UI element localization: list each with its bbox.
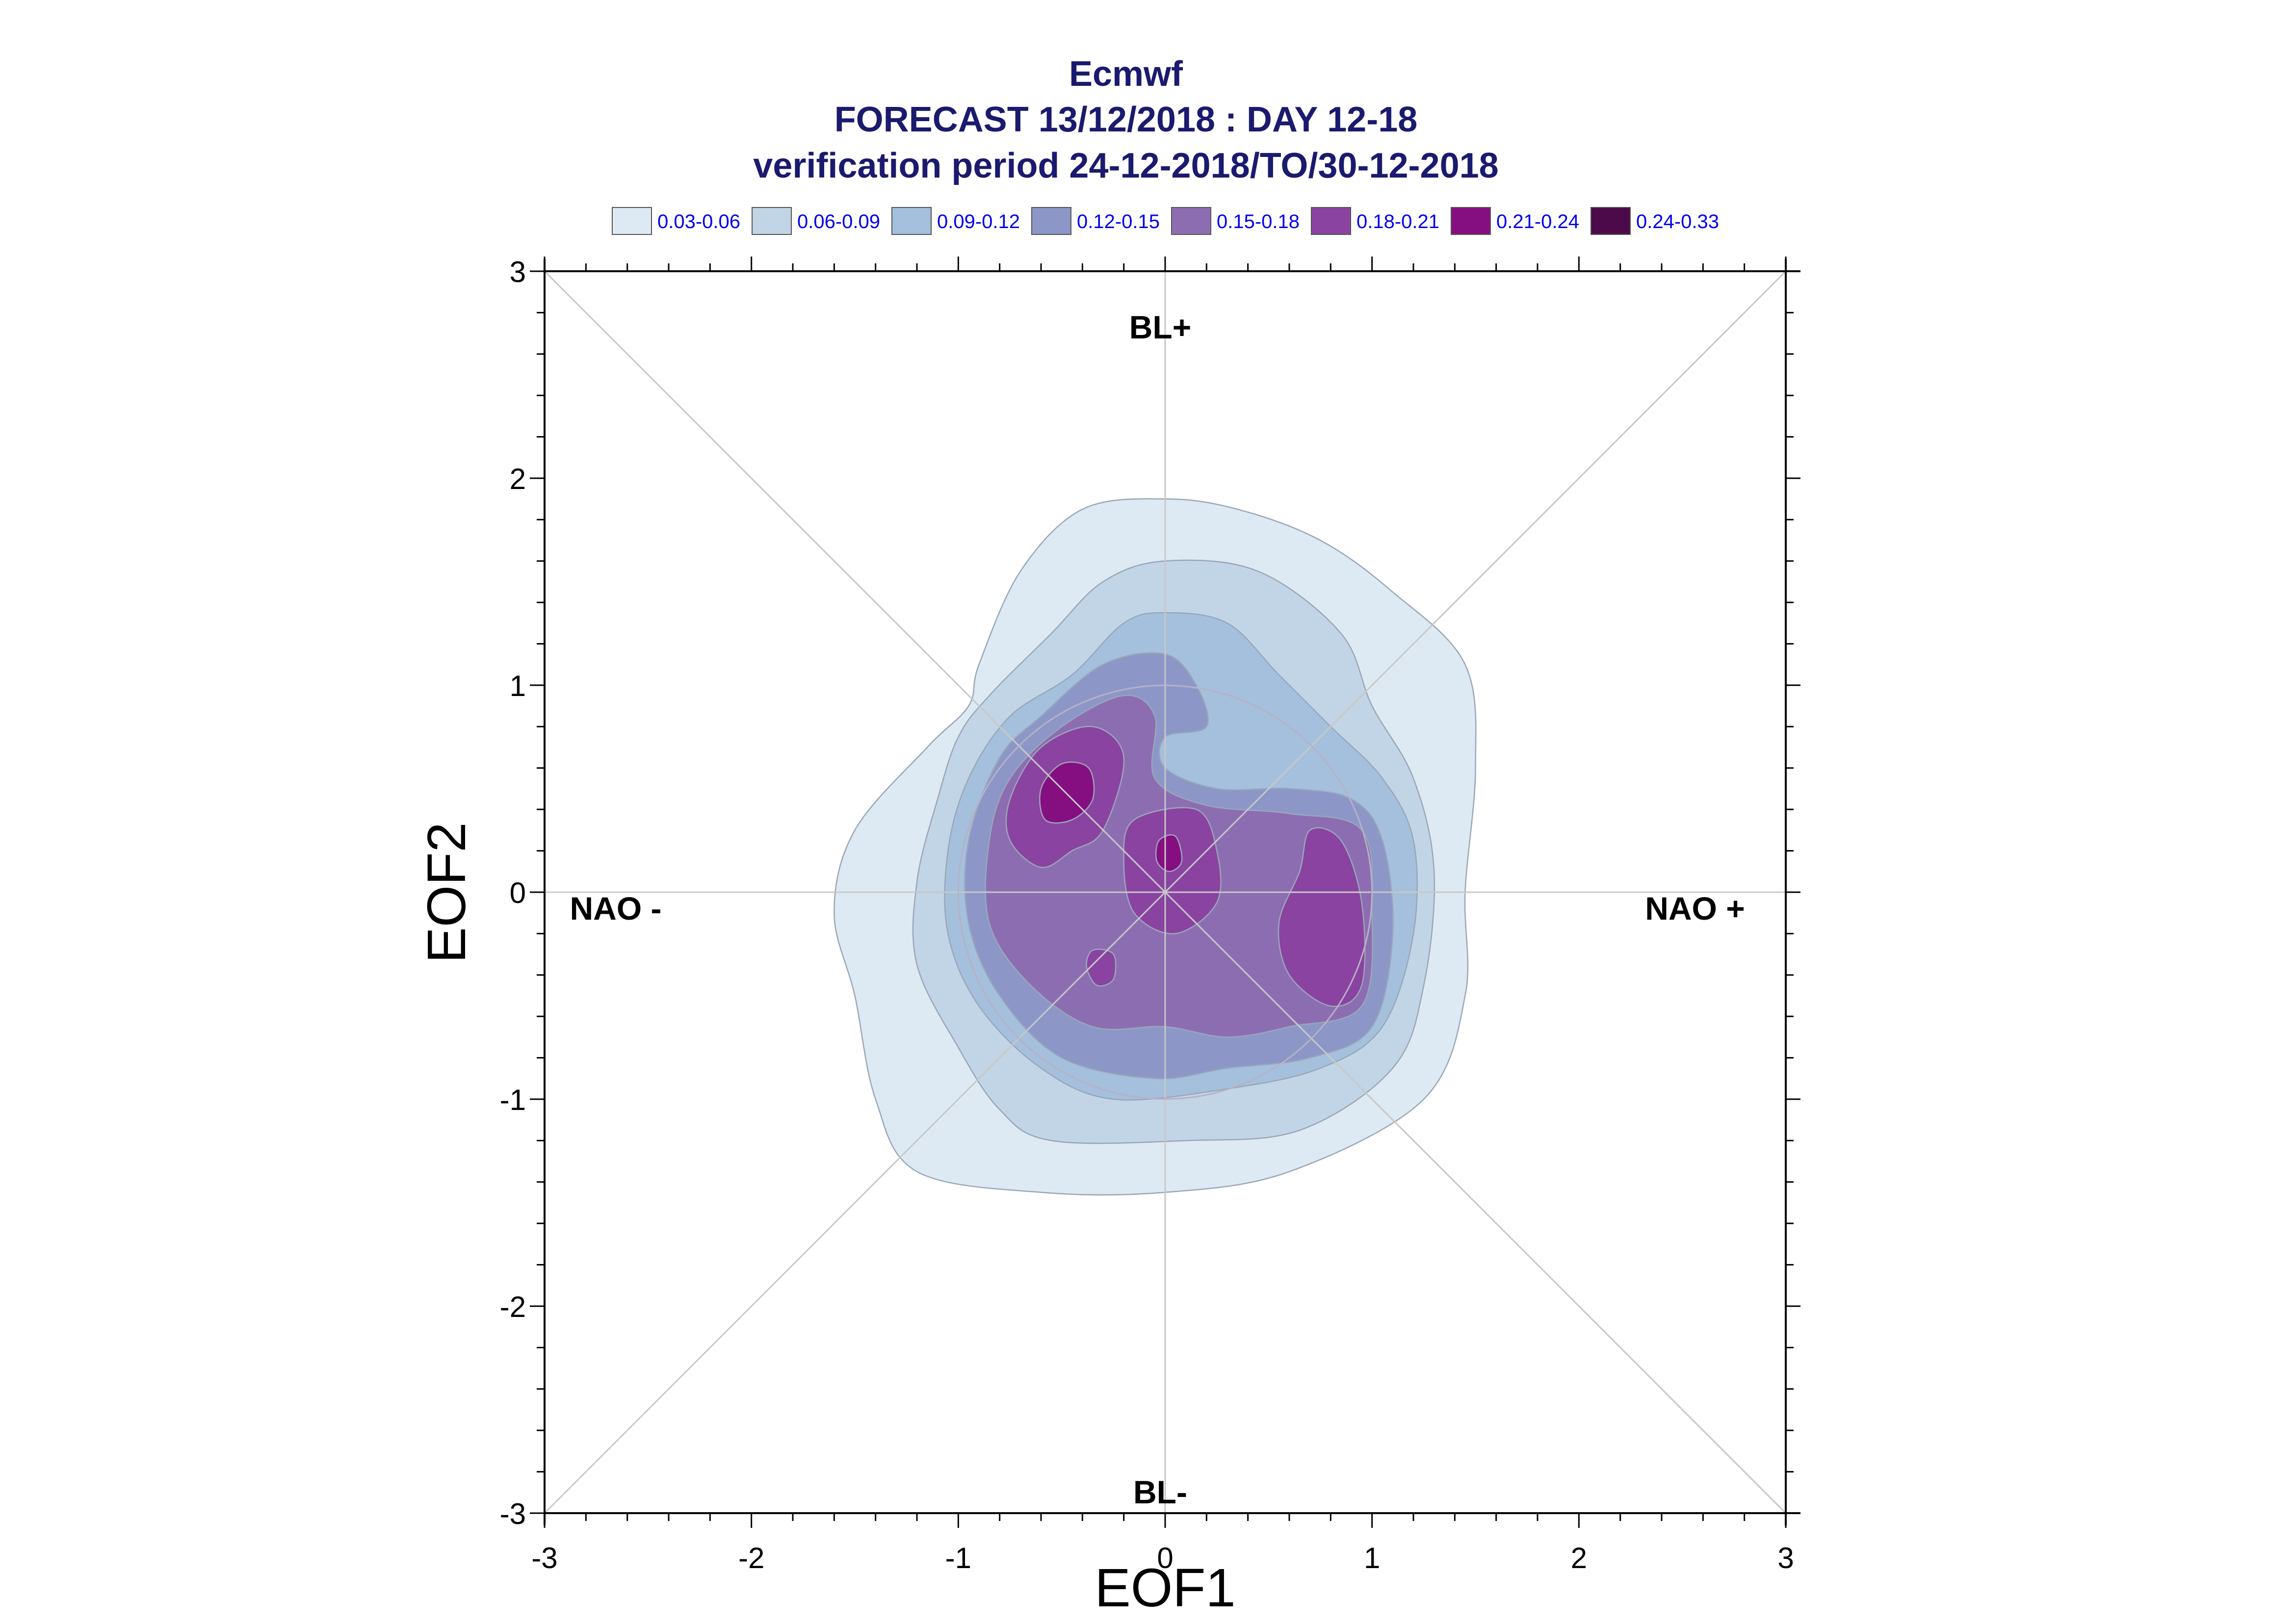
y-axis-title: EOF2 bbox=[417, 822, 477, 963]
x-tick-label: -2 bbox=[738, 1542, 764, 1574]
y-tick-label: -3 bbox=[500, 1497, 526, 1530]
x-tick-label: -3 bbox=[531, 1542, 557, 1574]
x-tick-label: -1 bbox=[945, 1542, 971, 1574]
legend-label: 0.03-0.06 bbox=[657, 211, 740, 232]
legend: 0.03-0.06 0.06-0.09 0.09-0.12 0.12-0.15 0.15… bbox=[612, 207, 1719, 235]
unit-circle bbox=[957, 684, 1373, 1100]
regime-label-bl-minus: BL- bbox=[1133, 1474, 1187, 1510]
legend-swatch bbox=[612, 207, 652, 235]
legend-swatch bbox=[752, 207, 792, 235]
legend-swatch bbox=[1591, 207, 1631, 235]
contour-6-1 bbox=[1155, 834, 1183, 873]
y-tick-label: 3 bbox=[510, 256, 526, 288]
regime-label-bl-plus: BL+ bbox=[1129, 309, 1192, 345]
legend-swatch bbox=[1171, 207, 1211, 235]
legend-label: 0.18-0.21 bbox=[1356, 211, 1439, 232]
x-tick-label: 0 bbox=[1157, 1542, 1173, 1574]
legend-swatch bbox=[1311, 207, 1351, 235]
x-tick-label: 2 bbox=[1571, 1542, 1587, 1574]
y-tick-label: -2 bbox=[500, 1290, 526, 1323]
title-line-1: Ecmwf bbox=[1069, 54, 1183, 94]
legend-swatch bbox=[891, 207, 932, 235]
contour-5-2 bbox=[1278, 827, 1366, 1007]
legend-swatch bbox=[1031, 207, 1071, 235]
x-tick-label: 3 bbox=[1777, 1542, 1794, 1574]
legend-label: 0.12-0.15 bbox=[1077, 211, 1160, 232]
legend-label: 0.06-0.09 bbox=[797, 211, 880, 232]
legend-label: 0.21-0.24 bbox=[1496, 211, 1579, 232]
y-tick-label: 1 bbox=[510, 670, 526, 702]
density-contours bbox=[834, 498, 1477, 1196]
y-tick-label: -1 bbox=[500, 1083, 526, 1116]
legend-swatch bbox=[1451, 207, 1491, 235]
guide-lines bbox=[544, 270, 1787, 1514]
x-tick-label: 1 bbox=[1364, 1542, 1380, 1574]
y-tick-label: 2 bbox=[510, 463, 526, 495]
plot-area: -3 -2 -1 0 1 2 3 -3 -2 -1 0 1 2 3 bbox=[500, 256, 1800, 1574]
y-tick-label: 0 bbox=[510, 876, 526, 909]
chart-title: Ecmwf FORECAST 13/12/2018 : DAY 12-18 ve… bbox=[753, 54, 1498, 185]
legend-label: 0.09-0.12 bbox=[937, 211, 1020, 232]
legend-label: 0.24-0.33 bbox=[1636, 211, 1719, 232]
contour-5-3 bbox=[1086, 949, 1117, 987]
x-axis-title: EOF1 bbox=[1095, 1558, 1235, 1618]
title-line-3: verification period 24-12-2018/TO/30-12-… bbox=[753, 146, 1498, 185]
title-line-2: FORECAST 13/12/2018 : DAY 12-18 bbox=[835, 100, 1418, 139]
legend-label: 0.15-0.18 bbox=[1217, 211, 1300, 232]
tick-labels: -3 -2 -1 0 1 2 3 -3 -2 -1 0 1 2 3 bbox=[500, 256, 1794, 1574]
regime-label-nao-plus: NAO + bbox=[1645, 890, 1745, 927]
regime-label-nao-minus: NAO - bbox=[570, 890, 662, 927]
axis-ticks bbox=[530, 257, 1800, 1528]
